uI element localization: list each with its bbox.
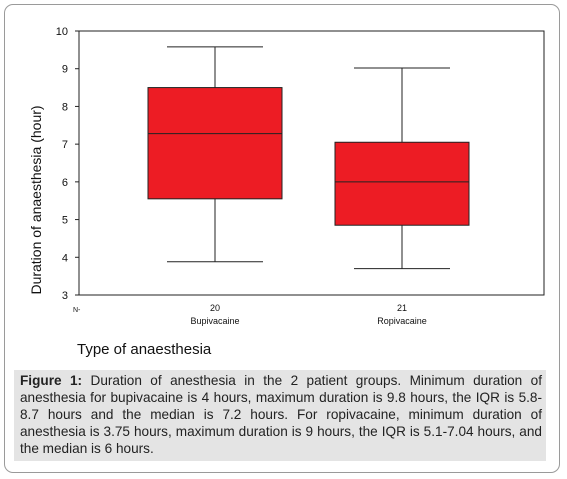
n-count-label: 20: [210, 303, 220, 313]
y-tick-label: 7: [62, 139, 68, 151]
box-ropivacaine: [334, 67, 470, 270]
x-axis-title: Type of anaesthesia: [77, 341, 212, 358]
caption-label: Figure 1:: [20, 373, 83, 388]
n-prefix: N-: [73, 307, 81, 314]
y-tick-label: 4: [62, 252, 68, 264]
boxes: [147, 46, 470, 270]
y-tick-label: 5: [62, 215, 68, 227]
plot-area: [78, 30, 545, 296]
x-axis-labels: 20 Bupivacaine 21 Ropivacaine: [190, 303, 426, 326]
y-tick-label: 6: [62, 177, 68, 189]
y-axis-title: Duration of anaesthesia (hour): [28, 105, 44, 294]
y-tick-label: 9: [62, 64, 68, 76]
caption-text: Duration of anesthesia in the 2 patient …: [20, 373, 543, 456]
y-tick-label: 10: [56, 26, 68, 38]
y-tick-label: 3: [62, 290, 68, 302]
y-axis: 3 4 5 6 7 8 9 10: [56, 26, 79, 302]
iqr-box: [334, 141, 470, 226]
iqr-box: [147, 87, 283, 200]
box-bupivacaine: [147, 46, 283, 263]
box-plot: 3 4 5 6 7 8 9 10 Duration of anaesthesia (hour)…: [28, 26, 545, 326]
figure-caption: Figure 1: Duration of anesthesia in the …: [14, 370, 546, 461]
y-tick-label: 8: [62, 101, 68, 113]
n-count-label: 21: [397, 303, 407, 313]
category-label: Ropivacaine: [377, 316, 427, 326]
category-label: Bupivacaine: [190, 316, 239, 326]
